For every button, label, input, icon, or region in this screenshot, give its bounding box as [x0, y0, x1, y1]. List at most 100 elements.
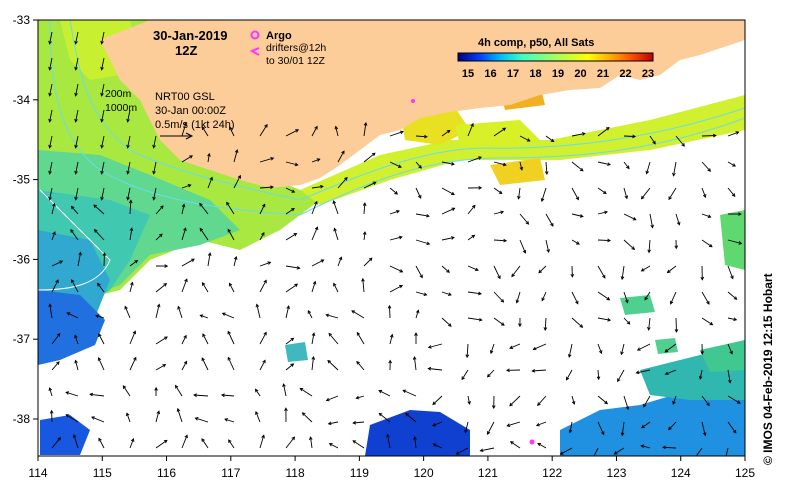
current-vector: [541, 291, 547, 301]
current-vector-head: [448, 292, 452, 296]
x-axis: 114 115 116 117 118 119 120 121 122 123 124 125: [28, 456, 755, 480]
current-vector-head: [332, 200, 337, 205]
current-vector-head: [70, 205, 75, 210]
current-vector: [177, 306, 183, 319]
current-vector-head: [478, 317, 483, 322]
x-tick-label: 116: [157, 466, 176, 480]
current-vector: [641, 421, 651, 429]
argo-marker-icon: [250, 30, 260, 40]
isobath-200: [69, 20, 745, 201]
current-vector-head: [478, 186, 483, 190]
current-vector-head: [451, 162, 455, 166]
current-vector-head: [362, 202, 367, 207]
current-vector-head: [156, 410, 161, 415]
current-vector: [568, 343, 573, 358]
current-vector-head: [632, 134, 637, 139]
current-vector-head: [640, 444, 645, 449]
current-vector: [311, 185, 324, 189]
current-vector-head: [325, 313, 330, 318]
current-vector-head: [74, 118, 78, 123]
current-vector-head: [465, 354, 470, 359]
current-vector-head: [725, 456, 728, 459]
current-vector-head: [160, 205, 164, 209]
scale-arrow-icon: [160, 132, 194, 140]
current-vector: [181, 227, 187, 241]
current-vector: [181, 361, 187, 371]
current-vector-head: [664, 371, 669, 376]
isobath-200-label: 200m: [105, 88, 132, 100]
current-vector-head: [700, 351, 705, 355]
current-vector-head: [735, 131, 740, 135]
current-vector: [327, 360, 339, 371]
current-vector-head: [596, 376, 601, 381]
current-vector-head: [177, 305, 181, 310]
current-vector: [153, 187, 157, 200]
current-vector-head: [49, 409, 54, 414]
current-vector: [441, 207, 455, 215]
current-vector-head: [399, 285, 404, 289]
current-vector-head: [255, 303, 260, 308]
current-vector: [493, 265, 501, 279]
current-vector: [337, 257, 342, 267]
current-vector: [701, 421, 706, 436]
current-vector: [229, 126, 235, 137]
current-vector: [49, 57, 53, 70]
current-vector-head: [100, 92, 104, 97]
current-vector-head: [199, 227, 204, 232]
current-vector-head: [209, 176, 213, 181]
current-vector-head: [98, 333, 102, 338]
current-vector: [414, 436, 417, 449]
current-vector-head: [163, 439, 168, 444]
y-tick-label: -34: [13, 93, 31, 107]
current-vector-head: [632, 217, 637, 221]
current-vector: [224, 418, 235, 423]
current-vector: [623, 213, 636, 221]
current-vector: [353, 421, 365, 424]
current-vector: [75, 187, 79, 200]
current-vector: [222, 312, 235, 319]
current-vector: [636, 369, 651, 374]
current-vector: [727, 161, 736, 167]
current-vector: [675, 317, 677, 333]
current-vector: [675, 135, 685, 147]
current-vector-head: [134, 259, 139, 264]
current-vector-head: [363, 121, 368, 126]
current-vector-head: [227, 330, 231, 335]
current-vector-head: [414, 332, 418, 336]
current-vector: [413, 356, 417, 371]
current-vector-head: [451, 207, 456, 211]
current-vector: [259, 124, 268, 137]
current-vector: [153, 161, 157, 174]
current-vector-head: [620, 432, 625, 437]
current-vector: [701, 395, 710, 406]
current-vector-head: [234, 149, 239, 154]
current-vector: [509, 395, 521, 407]
current-vector: [181, 335, 187, 345]
current-vector-head: [625, 406, 630, 411]
current-vector: [597, 187, 607, 194]
current-vector: [51, 333, 61, 345]
current-vector: [207, 253, 211, 267]
current-vector-head: [293, 232, 298, 237]
current-vector-head: [270, 185, 274, 189]
current-vector: [255, 411, 261, 423]
current-vector: [259, 261, 271, 267]
current-vector: [644, 291, 651, 301]
current-vector-head: [566, 376, 570, 381]
current-vector: [389, 236, 403, 241]
current-vector-head: [126, 196, 130, 201]
current-vector-head: [424, 134, 428, 139]
current-vector: [75, 57, 79, 70]
current-vector: [51, 437, 61, 449]
current-vector: [328, 421, 339, 425]
current-vector: [648, 317, 651, 330]
current-vector: [201, 357, 209, 371]
current-vector-head: [662, 445, 666, 450]
current-vector: [623, 395, 629, 410]
current-vector: [363, 203, 366, 215]
current-vector-head: [65, 391, 70, 395]
current-vector: [701, 135, 716, 137]
current-vector-head: [341, 150, 345, 155]
current-vector-head: [541, 297, 545, 302]
current-vector-head: [579, 167, 584, 172]
